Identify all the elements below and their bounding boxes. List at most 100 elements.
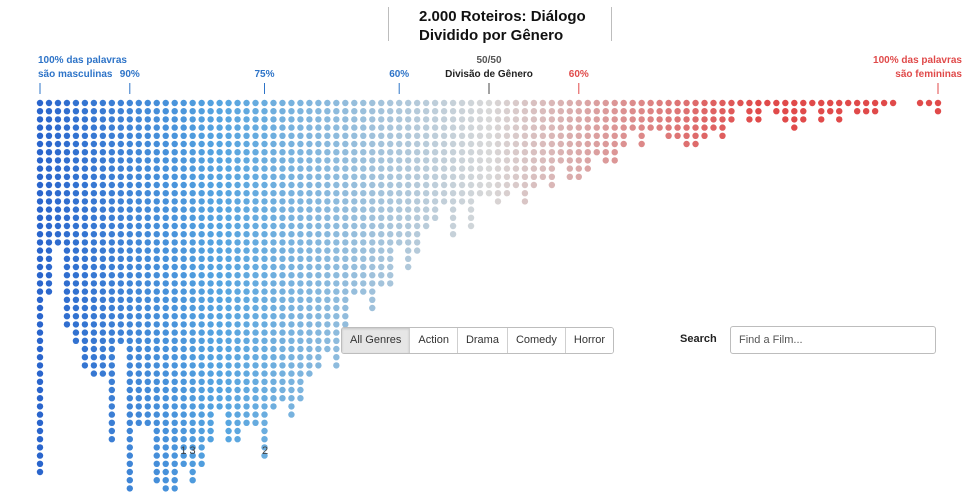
film-dot[interactable] [306,206,313,213]
film-dot[interactable] [180,345,187,353]
film-dot[interactable] [225,222,232,230]
film-dot[interactable] [162,222,169,230]
film-dot[interactable] [198,395,205,402]
film-dot[interactable] [81,99,89,107]
film-dot[interactable] [252,165,259,172]
film-dot[interactable] [351,288,358,295]
film-dot[interactable] [360,124,367,131]
film-dot[interactable] [162,321,169,328]
film-dot[interactable] [36,173,44,180]
film-dot[interactable] [449,214,457,221]
film-dot[interactable] [342,132,349,139]
film-dot[interactable] [279,354,286,361]
film-dot[interactable] [171,108,178,115]
film-dot[interactable] [342,247,349,254]
film-dot[interactable] [710,116,717,123]
film-dot[interactable] [530,157,538,164]
film-dot[interactable] [189,149,196,156]
film-dot[interactable] [297,190,304,197]
film-dot[interactable] [252,354,259,361]
film-dot[interactable] [387,231,394,238]
film-dot[interactable] [81,198,89,205]
film-dot[interactable] [611,116,618,123]
film-dot[interactable] [557,140,565,148]
film-dot[interactable] [153,460,160,467]
film-dot[interactable] [234,222,241,230]
film-dot[interactable] [135,190,142,197]
film-dot[interactable] [243,313,250,320]
film-dot[interactable] [135,255,142,262]
film-dot[interactable] [171,321,178,328]
film-dot[interactable] [126,411,133,418]
film-dot[interactable] [207,132,214,139]
film-dot[interactable] [306,214,313,221]
film-dot[interactable] [99,239,107,246]
film-dot[interactable] [306,247,313,254]
film-dot[interactable] [99,124,107,131]
film-dot[interactable] [270,173,277,180]
film-dot[interactable] [288,124,295,131]
film-dot[interactable] [36,386,44,394]
film-dot[interactable] [413,181,421,189]
film-dot[interactable] [396,124,403,131]
film-dot[interactable] [207,263,214,271]
film-dot[interactable] [117,132,125,139]
film-dot[interactable] [683,140,690,148]
film-dot[interactable] [378,99,385,107]
film-dot[interactable] [72,263,80,271]
film-dot[interactable] [431,157,439,164]
film-dot[interactable] [126,419,133,426]
film-dot[interactable] [324,329,331,336]
film-dot[interactable] [117,288,125,295]
film-dot[interactable] [162,132,169,139]
film-dot[interactable] [171,296,178,303]
film-dot[interactable] [225,149,232,156]
film-dot[interactable] [216,132,223,139]
film-dot[interactable] [144,272,151,279]
film-dot[interactable] [234,321,241,328]
film-dot[interactable] [440,190,448,197]
film-dot[interactable] [252,362,259,369]
film-dot[interactable] [413,190,421,197]
genre-drama-button[interactable]: Drama [457,328,508,353]
film-dot[interactable] [108,214,116,221]
film-dot[interactable] [512,132,520,139]
film-dot[interactable] [72,337,80,344]
film-dot[interactable] [81,108,89,115]
film-dot[interactable] [243,403,250,410]
film-dot[interactable] [342,313,349,320]
film-dot[interactable] [387,214,394,221]
film-dot[interactable] [54,239,62,246]
film-dot[interactable] [171,419,178,426]
film-dot[interactable] [494,116,502,123]
film-dot[interactable] [144,231,151,238]
film-dot[interactable] [396,108,403,115]
film-dot[interactable] [333,124,340,131]
film-dot[interactable] [153,280,160,287]
film-dot[interactable] [827,99,834,107]
film-dot[interactable] [512,173,520,180]
film-dot[interactable] [108,263,116,271]
film-dot[interactable] [836,116,843,123]
film-dot[interactable] [189,378,196,385]
film-dot[interactable] [207,99,214,107]
film-dot[interactable] [288,386,295,394]
film-dot[interactable] [719,132,726,139]
film-dot[interactable] [207,165,214,172]
film-dot[interactable] [288,411,295,418]
film-dot[interactable] [324,140,331,148]
film-dot[interactable] [467,214,475,221]
film-dot[interactable] [171,190,178,197]
film-dot[interactable] [162,263,169,271]
film-dot[interactable] [315,181,322,189]
film-dot[interactable] [99,247,107,254]
film-dot[interactable] [378,247,385,254]
film-dot[interactable] [288,403,295,410]
film-dot[interactable] [108,386,116,394]
film-dot[interactable] [333,231,340,238]
film-dot[interactable] [198,116,205,123]
film-dot[interactable] [324,173,331,180]
film-dot[interactable] [90,247,98,254]
film-dot[interactable] [189,419,196,426]
film-dot[interactable] [198,452,205,459]
